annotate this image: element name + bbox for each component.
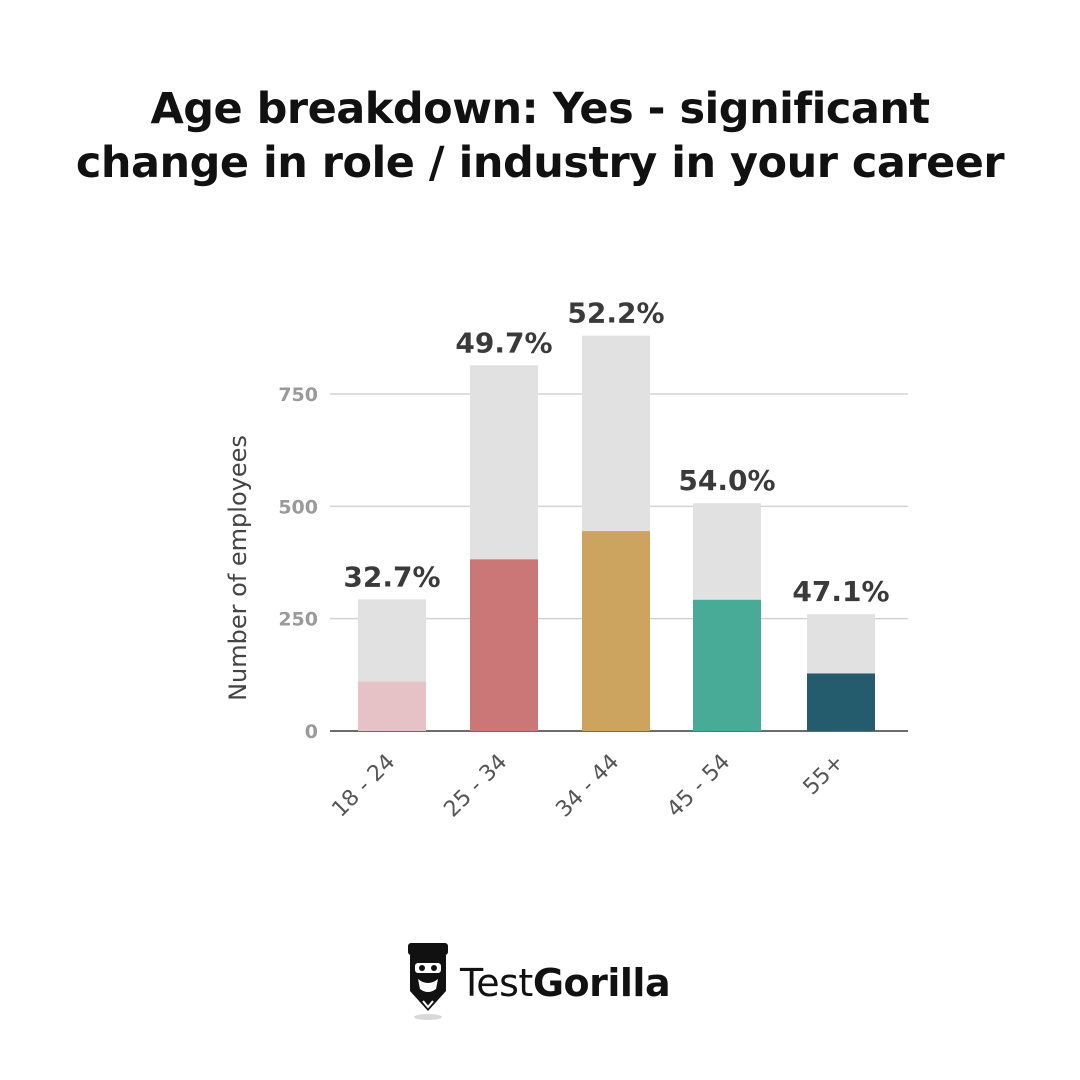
y-tick-label: 0 xyxy=(305,721,318,743)
x-tick-label: 25 - 34 xyxy=(439,750,512,823)
logo-text-gorilla: Gorilla xyxy=(532,961,671,1005)
percent-label: 54.0% xyxy=(678,464,775,497)
y-tick-label: 750 xyxy=(278,384,318,406)
gorilla-pencil-icon xyxy=(406,941,450,1025)
bar-yes xyxy=(807,673,875,731)
bar-yes xyxy=(582,531,650,731)
bar-yes xyxy=(358,681,426,731)
chart-title: Age breakdown: Yes - significant change … xyxy=(40,82,1040,190)
y-tick-label: 250 xyxy=(278,609,318,631)
logo-text: TestGorilla xyxy=(460,961,671,1005)
testgorilla-logo: TestGorilla xyxy=(406,938,671,1028)
x-tick-label: 34 - 44 xyxy=(551,750,624,823)
chart-title-line1: Age breakdown: Yes - significant xyxy=(150,84,930,134)
percent-label: 32.7% xyxy=(343,560,440,593)
bar-yes xyxy=(693,599,761,731)
percent-label: 47.1% xyxy=(792,575,889,608)
y-axis-label: Number of employees xyxy=(224,435,252,701)
bar-yes xyxy=(470,559,538,731)
percent-label: 49.7% xyxy=(455,326,552,359)
x-tick-label: 18 - 24 xyxy=(327,750,400,823)
x-tick-label: 55+ xyxy=(799,750,850,801)
x-tick-label: 45 - 54 xyxy=(662,750,735,823)
logo-text-test: Test xyxy=(460,961,533,1005)
bars xyxy=(358,335,875,731)
y-tick-label: 500 xyxy=(278,496,318,518)
chart-title-line2: change in role / industry in your career xyxy=(75,138,1005,188)
percent-label: 52.2% xyxy=(567,297,664,330)
